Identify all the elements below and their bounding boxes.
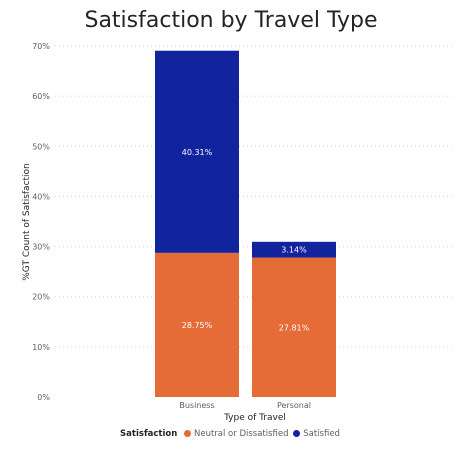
x-tick-label: Business [179, 401, 214, 410]
legend-item-neutral[interactable]: Neutral or Dissatisfied [193, 429, 289, 439]
y-tick-label: 50% [32, 142, 50, 151]
bars[interactable]: 28.75% 40.31% 27.81% 3.14% [155, 50, 336, 397]
y-tick-label: 70% [32, 42, 50, 51]
data-label: 3.14% [281, 246, 307, 255]
x-tick-label: Personal [277, 401, 311, 410]
y-tick-label: 60% [32, 92, 50, 101]
y-tick-label: 40% [32, 192, 50, 201]
bar-business-neutral[interactable] [155, 252, 239, 397]
legend-swatch-satisfied [293, 430, 301, 437]
x-axis-ticks: Business Personal [179, 401, 311, 410]
legend-item-satisfied[interactable]: Satisfied [303, 429, 340, 439]
y-tick-label: 0% [37, 393, 50, 402]
x-axis-title: Type of Travel [223, 413, 286, 423]
y-axis-title: %GT Count of Satisfaction [22, 163, 32, 281]
y-axis-ticks: 0% 10% 20% 30% 40% 50% 60% 70% [32, 42, 50, 402]
chart-title: Satisfaction by Travel Type [84, 8, 378, 33]
data-label: 40.31% [182, 148, 213, 157]
legend-swatch-neutral [183, 430, 191, 437]
legend-title: Satisfaction [120, 429, 178, 439]
y-tick-label: 30% [32, 243, 50, 252]
y-tick-label: 10% [32, 343, 50, 352]
stacked-bar-chart: 0% 10% 20% 30% 40% 50% 60% 70% 28.75% 40.31% 27.8… [22, 42, 455, 423]
bar-personal-satisfied[interactable] [252, 241, 336, 258]
bar-personal-neutral[interactable] [252, 257, 336, 397]
data-label: 28.75% [182, 321, 213, 330]
legend: Satisfaction Neutral or Dissatisfied Sat… [0, 429, 462, 439]
y-tick-label: 20% [32, 293, 50, 302]
bar-business-satisfied[interactable] [155, 50, 239, 253]
data-label: 27.81% [279, 323, 310, 332]
